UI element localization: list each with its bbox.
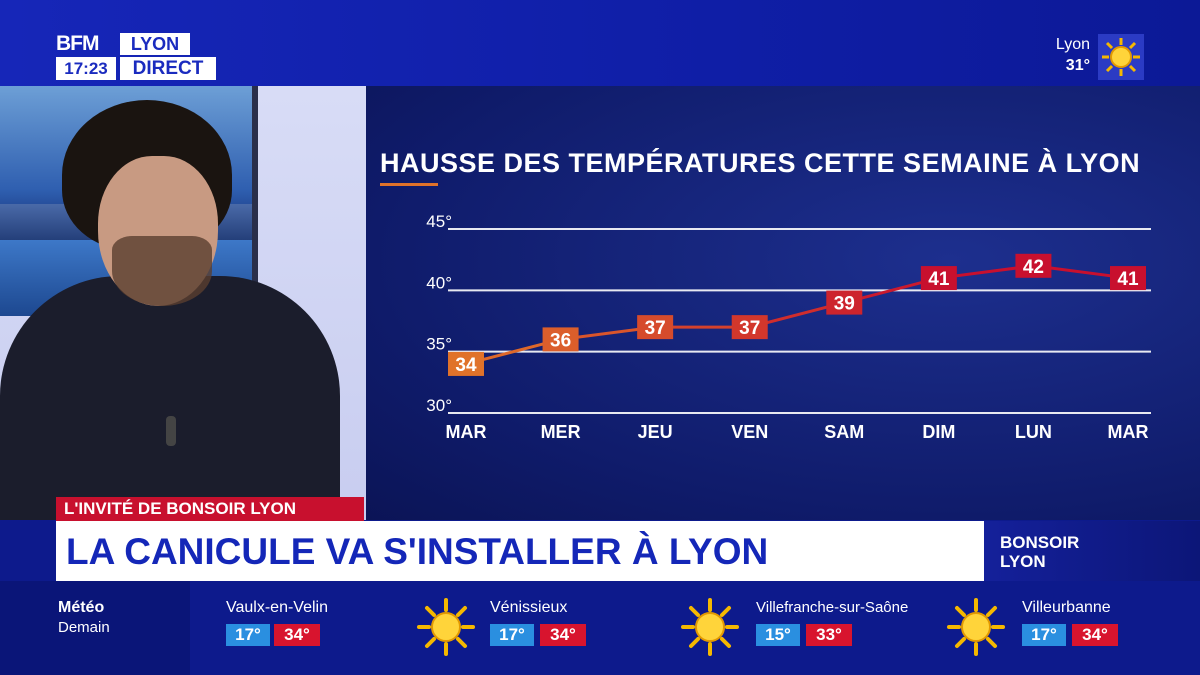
y-tick-label: 35° — [426, 335, 452, 354]
weather-ticker: Météo Demain Vaulx-en-Velin 17° 34° Véni… — [0, 581, 1200, 675]
channel-logo: BFM — [56, 32, 100, 55]
max-temp-badge: 34° — [274, 624, 320, 646]
guest-beard — [112, 236, 212, 306]
ticker-subtitle: Demain — [58, 619, 110, 636]
y-tick-label: 40° — [426, 273, 452, 292]
data-label: 37 — [739, 318, 760, 339]
data-point-marker — [637, 315, 674, 340]
x-tick-label: JEU — [638, 422, 673, 442]
ticker-city: Vénissieux — [490, 599, 568, 616]
data-label: 37 — [645, 318, 666, 339]
min-temp-badge: 17° — [226, 624, 270, 646]
data-label: 34 — [455, 355, 477, 376]
max-temp-badge: 34° — [1072, 624, 1118, 646]
min-temp-badge: 17° — [490, 624, 534, 646]
studio-background — [0, 86, 366, 520]
ticker-item: Vénissieux 17° 34° — [410, 581, 670, 675]
ticker-item: Vaulx-en-Velin 17° 34° — [190, 581, 400, 675]
chart-title: HAUSSE DES TEMPÉRATURES CETTE SEMAINE À … — [380, 148, 1141, 178]
data-point-marker — [1110, 266, 1146, 291]
x-tick-label: VEN — [731, 422, 768, 442]
show-logo-line2: LYON — [1000, 552, 1046, 571]
data-label: 41 — [1117, 269, 1139, 290]
x-tick-label: DIM — [922, 422, 955, 442]
data-point-marker — [920, 266, 957, 291]
sun-icon — [681, 598, 739, 656]
data-point-marker — [1015, 253, 1052, 278]
y-tick-label: 30° — [426, 396, 452, 415]
top-weather-city: Lyon — [1055, 36, 1090, 53]
lapel-microphone — [166, 416, 176, 446]
guest-shirt — [0, 276, 340, 520]
title-underline — [380, 183, 438, 186]
show-logo-line1: BONSOIR — [1000, 533, 1080, 552]
headline: LA CANICULE VA S'INSTALLER À LYON — [56, 521, 984, 581]
chart-panel: HAUSSE DES TEMPÉRATURES CETTE SEMAINE À … — [366, 86, 1200, 520]
ticker-label: Météo Demain — [0, 581, 190, 675]
sun-icon — [947, 598, 1005, 656]
x-tick-label: SAM — [824, 422, 864, 442]
min-temp-badge: 15° — [756, 624, 800, 646]
live-badge: DIRECT — [120, 57, 216, 80]
segment-tag: L'INVITÉ DE BONSOIR LYON — [56, 497, 364, 521]
ticker-item: Villeurbanne 17° 34° — [940, 581, 1200, 675]
data-point-marker — [448, 351, 484, 376]
data-point-marker — [542, 327, 579, 352]
x-tick-label: LUN — [1015, 422, 1052, 442]
show-logo: BONSOIR LYON — [984, 521, 1200, 581]
x-tick-label: MAR — [446, 422, 487, 442]
top-weather-temp: 31° — [1065, 57, 1090, 74]
data-label: 36 — [550, 330, 571, 351]
data-point-marker — [731, 315, 768, 340]
data-label: 42 — [1023, 257, 1044, 278]
data-label: 41 — [928, 269, 950, 290]
clock-badge: 17:23 — [56, 57, 116, 80]
ticker-city: Vaulx-en-Velin — [226, 599, 328, 616]
x-tick-label: MER — [541, 422, 581, 442]
min-temp-badge: 17° — [1022, 624, 1066, 646]
x-tick-label: MAR — [1108, 422, 1149, 442]
sun-icon — [1102, 38, 1140, 76]
data-point-marker — [826, 290, 863, 315]
ticker-item: Villefranche-sur-Saône 15° 33° — [676, 581, 938, 675]
ticker-city: Villeurbanne — [1022, 599, 1111, 616]
y-tick-label: 45° — [426, 212, 452, 231]
top-weather-box — [1098, 34, 1144, 80]
ticker-title: Météo — [58, 599, 105, 616]
max-temp-badge: 34° — [540, 624, 586, 646]
data-label: 39 — [834, 294, 855, 315]
sun-icon — [417, 598, 475, 656]
temperature-line-chart: 30° 35° 40° 45° MAR MER JEU VEN SAM DIM LUN MAR 34 36… — [426, 212, 1151, 442]
ticker-city: Villefranche-sur-Saône — [756, 599, 909, 616]
channel-region-badge: LYON — [120, 33, 190, 55]
max-temp-badge: 33° — [806, 624, 852, 646]
